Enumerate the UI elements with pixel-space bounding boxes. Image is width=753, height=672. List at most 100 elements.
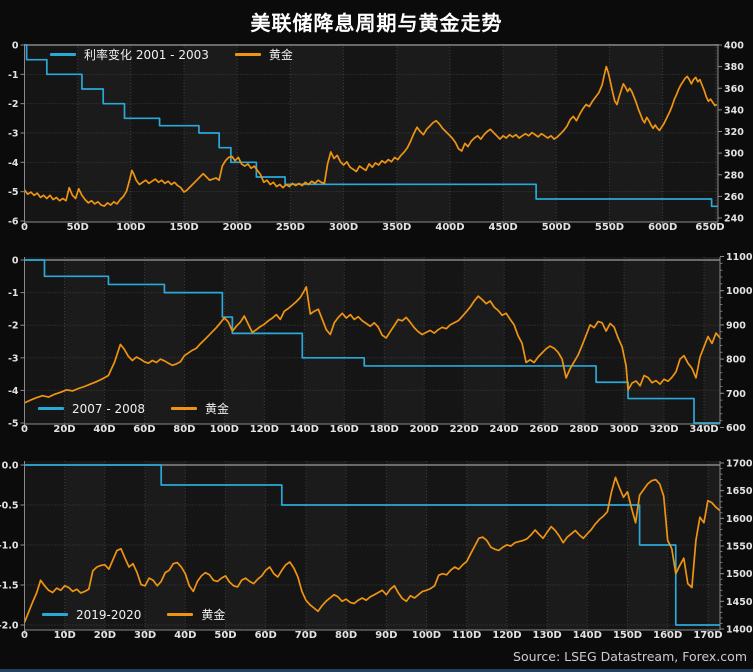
gold-line [24, 286, 721, 404]
axis-tick-label: 60D [133, 424, 155, 435]
axis-tick-label: 360 [724, 84, 744, 95]
legend-rate-label: 2007 - 2008 [72, 401, 146, 416]
plot-band [464, 257, 504, 424]
axis-tick-label: 340D [689, 424, 718, 435]
axis-tick-label: 0 [21, 424, 28, 435]
axis-tick-label: -2 [8, 99, 19, 110]
axis-tick-label: -1.5 [0, 581, 19, 592]
axis-tick-label: 260D [530, 424, 559, 435]
axis-tick-label: 100D [116, 222, 145, 233]
axis-tick-label: 70D [295, 630, 317, 641]
legend-item-gold: 黄金 [171, 400, 229, 417]
plot-band [224, 257, 264, 424]
gold-line [23, 476, 721, 623]
axis-tick-label: 400 [724, 41, 744, 52]
axis-tick-label: 110D [452, 630, 481, 641]
axis-tick-label: 1450 [726, 597, 753, 608]
axis-tick-label: 130D [533, 630, 562, 641]
axis-tick-label: 180D [370, 424, 399, 435]
axis-tick-label: 300D [609, 424, 638, 435]
rate-line-swatch-icon [38, 407, 64, 410]
axis-tick-label: 1600 [726, 514, 753, 525]
axis-tick-label: 0 [21, 630, 28, 641]
gold-line-swatch-icon [167, 613, 194, 616]
rate-line-swatch-icon [42, 613, 68, 616]
axis-tick-label: 140D [573, 630, 602, 641]
axis-tick-label: 100D [210, 424, 239, 435]
bottom-accent-bar [0, 669, 753, 672]
plot-band [544, 257, 584, 424]
axis-tick-label: 300 [724, 149, 744, 160]
legend-item-gold: 黄金 [167, 606, 225, 623]
axis-tick-label: 1700 [726, 459, 753, 470]
axis-tick-label: 550D [595, 222, 624, 233]
plot-panel [24, 44, 718, 222]
axis-tick-label: 500D [542, 222, 571, 233]
axis-tick-label: 1550 [726, 542, 753, 553]
axis-tick-label: 900 [726, 320, 746, 331]
axis-tick-label: 1100 [726, 252, 753, 263]
axis-tick-label: 20D [53, 424, 75, 435]
axis-tick-label: 280D [570, 424, 599, 435]
axis-tick-label: -2 [8, 321, 19, 332]
axis-tick-label: -4 [8, 386, 19, 397]
rate-line [24, 464, 720, 626]
axis-tick-label: -6 [8, 217, 19, 228]
gold-line-swatch-icon [171, 407, 198, 410]
axis-tick-label: 300D [329, 222, 358, 233]
axis-tick-label: -5 [8, 187, 19, 198]
legend-rate-label: 利率变化 2001 - 2003 [84, 48, 209, 62]
axis-tick-label: 600 [726, 423, 746, 434]
axis-tick-label: 240D [490, 424, 519, 435]
axis-tick-label: 220D [450, 424, 479, 435]
legend-item-gold: 黄金 [234, 46, 293, 63]
axis-tick-label: 50D [67, 222, 89, 233]
plot-band [304, 257, 344, 424]
axis-tick-label: 700 [726, 389, 746, 400]
axis-tick-label: 350D [382, 222, 411, 233]
axis-tick-label: 80D [335, 630, 357, 641]
axis-tick-label: 260 [724, 192, 744, 203]
axis-tick-label: 0 [12, 41, 19, 52]
axis-tick-label: 40D [93, 424, 115, 435]
axis-tick-label: 50D [214, 630, 236, 641]
axis-tick-label: 0 [12, 256, 19, 267]
axis-tick-label: 800 [726, 355, 746, 366]
plot-band [64, 257, 104, 424]
axis-tick-label: 80D [173, 424, 195, 435]
legend-gold-label: 黄金 [201, 608, 226, 622]
axis-tick-label: 30D [134, 630, 156, 641]
legend-item-rate: 利率变化 2001 - 2003 [50, 46, 209, 63]
legend-item-rate: 2007 - 2008 [38, 402, 145, 416]
axis-tick-label: -0.5 [0, 501, 19, 512]
axis-tick-label: -2.0 [0, 621, 19, 632]
plot-band [78, 44, 131, 222]
axis-tick-label: 380 [724, 62, 744, 73]
axis-tick-label: 150D [613, 630, 642, 641]
axis-tick-label: 250D [276, 222, 305, 233]
legend-chart-2001-2003: 利率变化 2001 - 2003 黄金 [50, 46, 293, 63]
plot-panel [24, 257, 720, 424]
axis-tick-label: -4 [8, 158, 19, 169]
axis-tick-label: 1650 [726, 486, 753, 497]
axis-tick-label: 40D [174, 630, 196, 641]
axis-tick-label: 200D [410, 424, 439, 435]
axis-tick-label: 600D [648, 222, 677, 233]
axis-tick-label: 320 [724, 127, 744, 138]
axis-tick-label: 120D [250, 424, 279, 435]
rate-line [24, 44, 718, 208]
axis-tick-label: 1400 [726, 625, 753, 636]
axis-tick-label: 200D [223, 222, 252, 233]
axis-tick-label: 240 [724, 214, 744, 225]
axis-tick-label: 90D [375, 630, 397, 641]
axis-tick-label: 120D [492, 630, 521, 641]
axis-tick-label: 10D [54, 630, 76, 641]
legend-item-rate: 2019-2020 [42, 608, 141, 622]
legend-rate-label: 2019-2020 [76, 607, 142, 622]
legend-gold-label: 黄金 [205, 402, 230, 416]
axis-tick-label: 170D [693, 630, 722, 641]
axis-tick-label: -1.0 [0, 541, 19, 552]
axis-tick-label: 0.0 [2, 461, 19, 472]
